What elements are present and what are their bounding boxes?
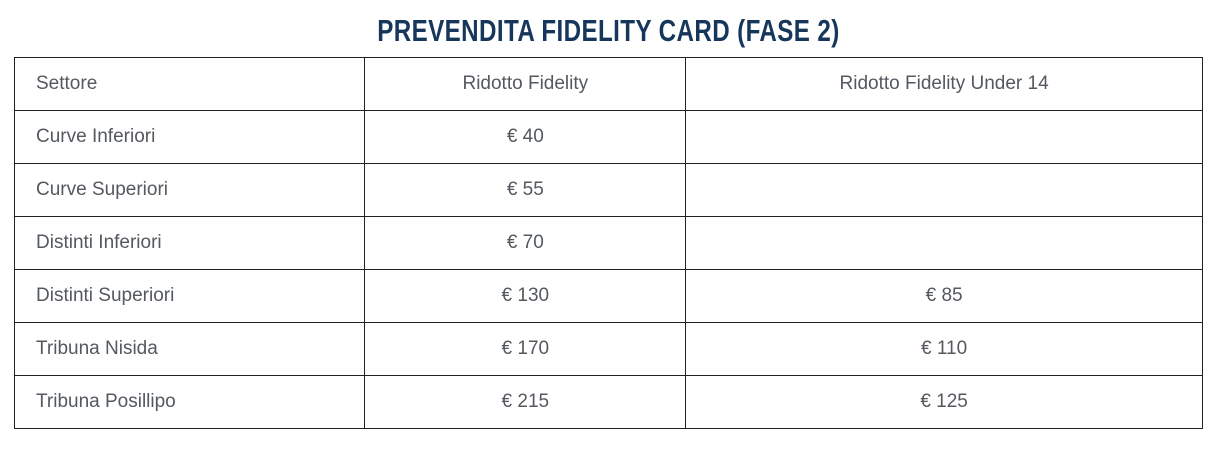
cell-ridotto: € 55 <box>364 163 687 217</box>
page-title: PREVENDITA FIDELITY CARD (FASE 2) <box>377 13 840 48</box>
cell-under14: € 85 <box>685 269 1203 323</box>
cell-ridotto: € 215 <box>364 375 687 429</box>
cell-ridotto: € 40 <box>364 110 687 164</box>
pricing-table: Settore Ridotto Fidelity Ridotto Fidelit… <box>13 57 1203 429</box>
cell-settore: Curve Superiori <box>13 163 366 217</box>
cell-ridotto: € 70 <box>364 216 687 270</box>
cell-ridotto: € 170 <box>364 322 687 376</box>
cell-under14 <box>685 163 1203 217</box>
cell-ridotto: € 130 <box>364 269 687 323</box>
table-body: Curve Inferiori € 40 Curve Superiori € 5… <box>13 110 1203 429</box>
table-row: Distinti Inferiori € 70 <box>13 216 1203 270</box>
cell-under14: € 125 <box>685 375 1203 429</box>
cell-under14: € 110 <box>685 322 1203 376</box>
column-header-ridotto: Ridotto Fidelity <box>364 57 687 111</box>
table-row: Curve Superiori € 55 <box>13 163 1203 217</box>
page-title-wrap: PREVENDITA FIDELITY CARD (FASE 2) <box>0 0 1217 57</box>
table-row: Curve Inferiori € 40 <box>13 110 1203 164</box>
cell-under14 <box>685 216 1203 270</box>
table-header-row: Settore Ridotto Fidelity Ridotto Fidelit… <box>13 57 1203 111</box>
table-row: Tribuna Nisida € 170 € 110 <box>13 322 1203 376</box>
cell-settore: Distinti Inferiori <box>13 216 366 270</box>
cell-settore: Tribuna Nisida <box>13 322 366 376</box>
cell-settore: Curve Inferiori <box>13 110 366 164</box>
cell-under14 <box>685 110 1203 164</box>
column-header-settore: Settore <box>13 57 366 111</box>
table-row: Distinti Superiori € 130 € 85 <box>13 269 1203 323</box>
column-header-under14: Ridotto Fidelity Under 14 <box>685 57 1203 111</box>
cell-settore: Tribuna Posillipo <box>13 375 366 429</box>
cell-settore: Distinti Superiori <box>13 269 366 323</box>
table-row: Tribuna Posillipo € 215 € 125 <box>13 375 1203 429</box>
